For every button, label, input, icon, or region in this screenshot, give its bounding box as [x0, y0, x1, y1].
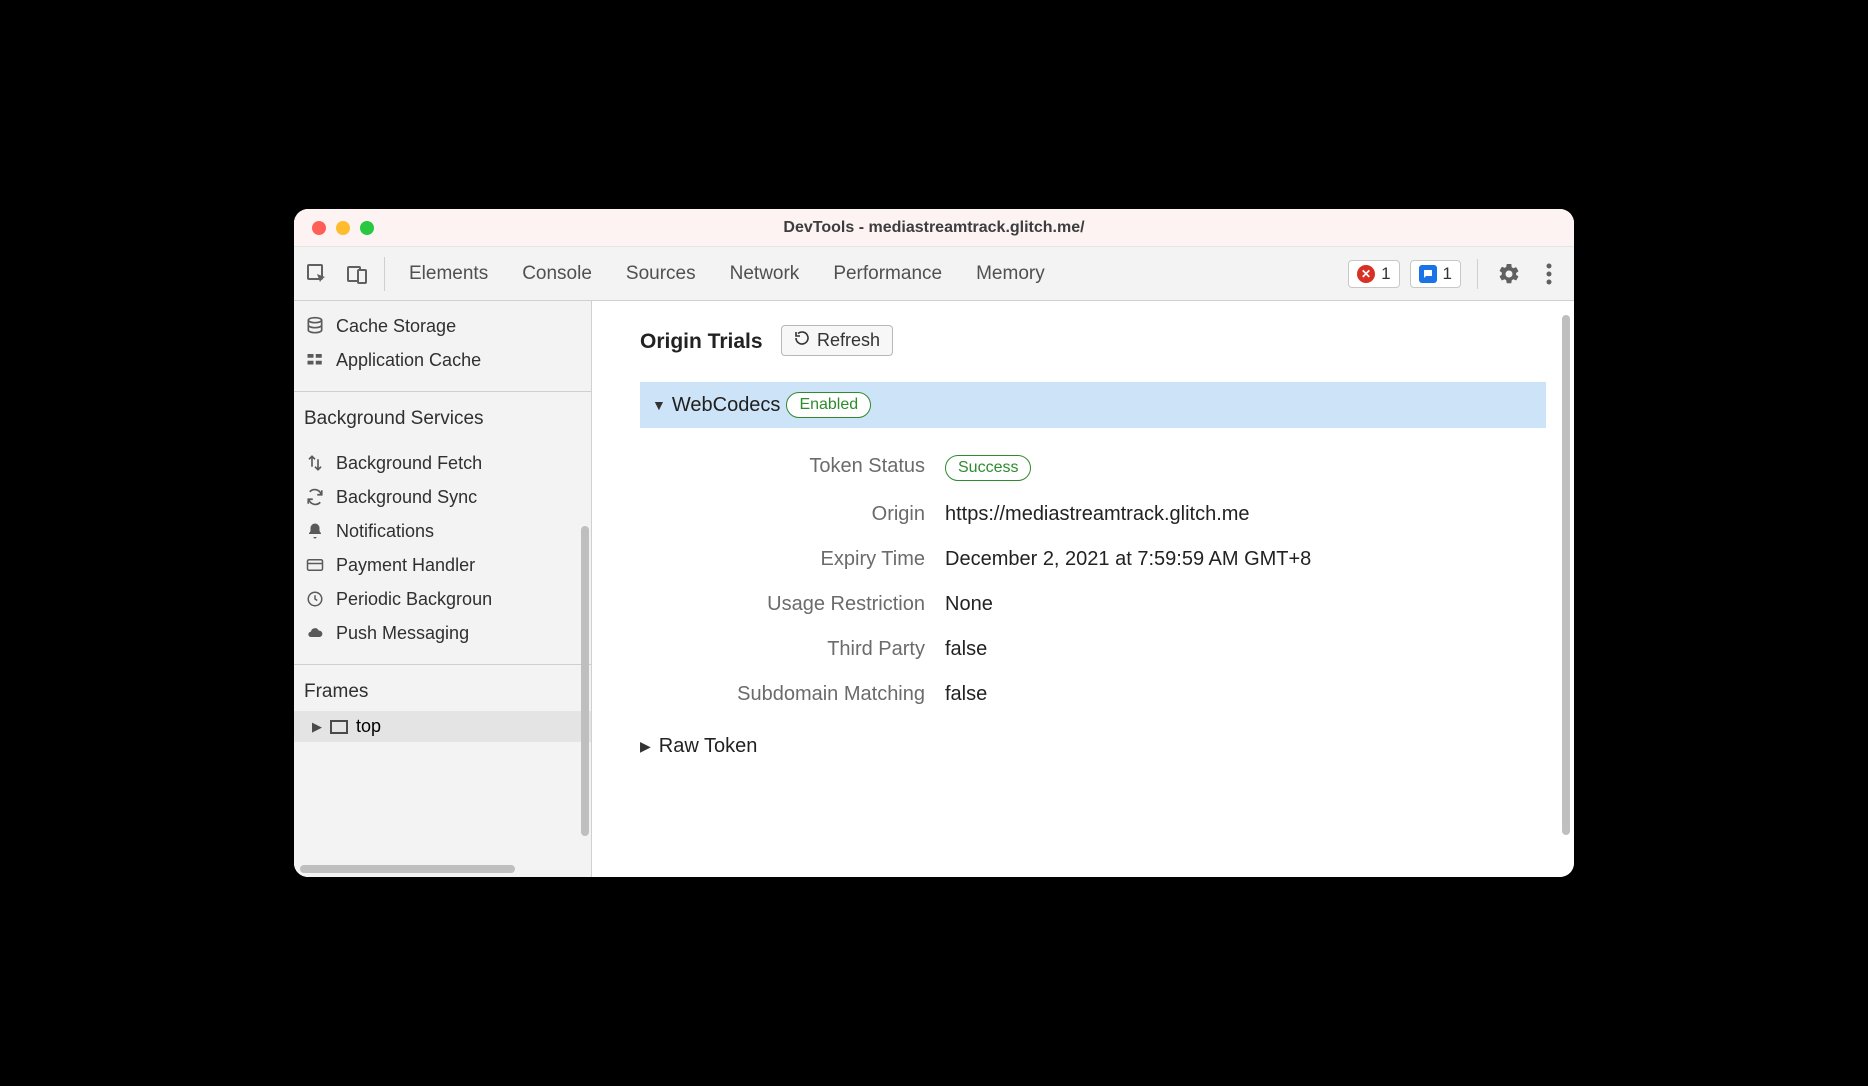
toolbar-left	[304, 257, 385, 291]
issue-count: 1	[1443, 264, 1452, 284]
sidebar-scrollbar-horizontal[interactable]	[300, 865, 515, 873]
toolbar-divider	[1477, 259, 1478, 289]
row-token-status: Token Status Success	[640, 444, 1546, 492]
sidebar-scrollbar-vertical[interactable]	[581, 526, 589, 836]
expand-triangle-icon[interactable]: ▶	[312, 719, 322, 735]
raw-token-row[interactable]: ▶ Raw Token	[640, 735, 1546, 758]
label-origin: Origin	[640, 503, 945, 526]
trial-details-table: Token Status Success Origin https://medi…	[640, 444, 1546, 717]
label-expiry: Expiry Time	[640, 548, 945, 571]
error-count: 1	[1381, 264, 1390, 284]
titlebar: DevTools - mediastreamtrack.glitch.me/	[294, 209, 1574, 247]
issue-icon	[1419, 265, 1437, 283]
grid-icon	[304, 349, 326, 371]
sidebar-heading-frames: Frames	[294, 671, 591, 711]
trial-header[interactable]: ▼ WebCodecs Enabled	[640, 382, 1546, 428]
transfer-icon	[304, 452, 326, 474]
sidebar-item-notifications[interactable]: Notifications	[294, 514, 591, 548]
sidebar-heading-background-services: Background Services	[294, 398, 591, 438]
refresh-icon	[794, 330, 810, 351]
value-subdomain: false	[945, 683, 987, 706]
clock-icon	[304, 588, 326, 610]
bell-icon	[304, 520, 326, 542]
error-icon: ✕	[1357, 265, 1375, 283]
sidebar-bg-section: Background Fetch Background Sync Notific…	[294, 438, 591, 658]
cloud-icon	[304, 622, 326, 644]
toolbar-right: ✕ 1 1	[1348, 259, 1564, 289]
sidebar-item-cache-storage[interactable]: Cache Storage	[294, 309, 591, 343]
sidebar-divider	[294, 391, 591, 392]
expand-triangle-icon[interactable]: ▶	[640, 738, 651, 755]
row-third-party: Third Party false	[640, 627, 1546, 672]
sidebar-label: Background Fetch	[336, 453, 482, 474]
tab-sources[interactable]: Sources	[626, 263, 696, 285]
label-usage: Usage Restriction	[640, 593, 945, 616]
sync-icon	[304, 486, 326, 508]
label-token-status: Token Status	[640, 455, 945, 478]
value-origin: https://mediastreamtrack.glitch.me	[945, 503, 1250, 526]
row-subdomain-matching: Subdomain Matching false	[640, 672, 1546, 717]
settings-icon[interactable]	[1494, 259, 1524, 289]
sidebar-label: Application Cache	[336, 350, 481, 371]
value-token-status: Success	[945, 455, 1031, 481]
sidebar: Cache Storage Application Cache Backgrou…	[294, 301, 592, 877]
sidebar-item-payment-handler[interactable]: Payment Handler	[294, 548, 591, 582]
sidebar-label: Background Sync	[336, 487, 477, 508]
page-title: Origin Trials	[640, 330, 763, 354]
database-icon	[304, 315, 326, 337]
sidebar-label: Notifications	[336, 521, 434, 542]
tab-performance[interactable]: Performance	[833, 263, 942, 285]
panel-tabs: Elements Console Sources Network Perform…	[385, 263, 1348, 285]
zoom-window-button[interactable]	[360, 221, 374, 235]
label-third-party: Third Party	[640, 638, 945, 661]
tab-elements[interactable]: Elements	[409, 263, 488, 285]
credit-card-icon	[304, 554, 326, 576]
inspect-element-icon[interactable]	[304, 261, 330, 287]
sidebar-label: Payment Handler	[336, 555, 475, 576]
value-expiry: December 2, 2021 at 7:59:59 AM GMT+8	[945, 548, 1311, 571]
sidebar-label: Periodic Backgroun	[336, 589, 492, 610]
window-title: DevTools - mediastreamtrack.glitch.me/	[294, 219, 1574, 237]
more-options-icon[interactable]	[1534, 259, 1564, 289]
close-window-button[interactable]	[312, 221, 326, 235]
frame-icon	[330, 720, 348, 734]
tab-memory[interactable]: Memory	[976, 263, 1045, 285]
token-status-badge: Success	[945, 455, 1031, 481]
main-scrollbar-vertical[interactable]	[1562, 315, 1570, 835]
value-usage: None	[945, 593, 993, 616]
sidebar-item-frame-top[interactable]: ▶ top	[294, 711, 591, 742]
trial-name: WebCodecs	[672, 394, 781, 417]
sidebar-divider	[294, 664, 591, 665]
trial-status-badge: Enabled	[786, 392, 871, 418]
errors-button[interactable]: ✕ 1	[1348, 260, 1399, 288]
content: Cache Storage Application Cache Backgrou…	[294, 301, 1574, 877]
sidebar-item-background-sync[interactable]: Background Sync	[294, 480, 591, 514]
sidebar-label: Push Messaging	[336, 623, 469, 644]
raw-token-label: Raw Token	[659, 735, 758, 758]
row-expiry: Expiry Time December 2, 2021 at 7:59:59 …	[640, 537, 1546, 582]
sidebar-item-periodic-background[interactable]: Periodic Backgroun	[294, 582, 591, 616]
tab-network[interactable]: Network	[730, 263, 800, 285]
row-origin: Origin https://mediastreamtrack.glitch.m…	[640, 492, 1546, 537]
sidebar-storage-section: Cache Storage Application Cache	[294, 301, 591, 385]
main-panel: Origin Trials Refresh ▼ WebCodecs Enable…	[592, 301, 1574, 877]
issues-button[interactable]: 1	[1410, 260, 1461, 288]
row-usage-restriction: Usage Restriction None	[640, 582, 1546, 627]
refresh-label: Refresh	[817, 330, 880, 351]
sidebar-item-push-messaging[interactable]: Push Messaging	[294, 616, 591, 650]
value-third-party: false	[945, 638, 987, 661]
traffic-lights	[294, 221, 374, 235]
label-subdomain: Subdomain Matching	[640, 683, 945, 706]
tab-console[interactable]: Console	[522, 263, 592, 285]
refresh-button[interactable]: Refresh	[781, 325, 893, 356]
sidebar-item-application-cache[interactable]: Application Cache	[294, 343, 591, 377]
device-toolbar-icon[interactable]	[344, 261, 370, 287]
toolbar: Elements Console Sources Network Perform…	[294, 247, 1574, 301]
frame-label: top	[356, 716, 381, 737]
minimize-window-button[interactable]	[336, 221, 350, 235]
sidebar-label: Cache Storage	[336, 316, 456, 337]
collapse-triangle-icon[interactable]: ▼	[652, 397, 666, 413]
sidebar-item-background-fetch[interactable]: Background Fetch	[294, 446, 591, 480]
devtools-window: DevTools - mediastreamtrack.glitch.me/ E…	[294, 209, 1574, 877]
